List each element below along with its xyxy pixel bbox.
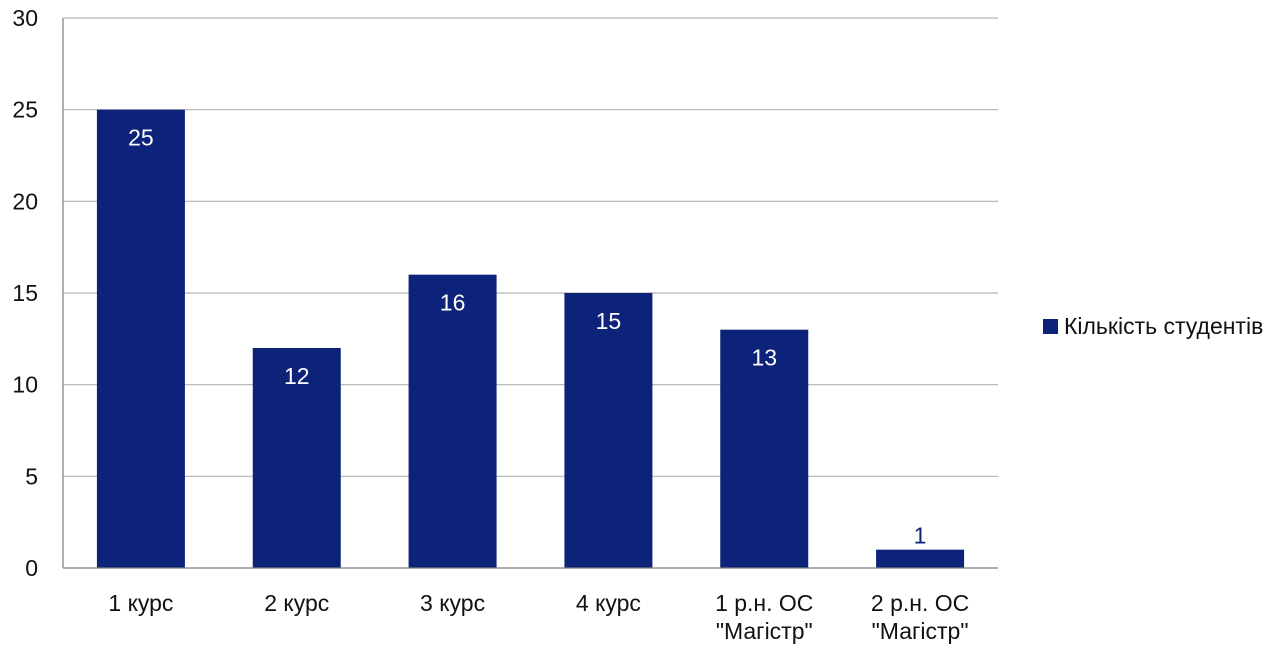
data-labels: 25 12 16 15 13 1 <box>128 125 926 549</box>
bar <box>96 109 185 569</box>
bar <box>720 329 809 568</box>
x-category-label: 1 р.н. ОС "Магістр" <box>715 590 813 644</box>
legend-label: Кількість студентів <box>1064 313 1263 339</box>
x-category-label-line: "Магістр" <box>872 618 969 644</box>
legend: Кількість студентів <box>1043 313 1263 339</box>
x-category-label-line: 3 курс <box>420 590 485 616</box>
y-tick-label: 30 <box>12 5 38 31</box>
bars <box>96 109 965 569</box>
x-category-label: 3 курс <box>420 590 485 616</box>
y-tick-label: 5 <box>25 463 38 489</box>
x-axis-category-labels: 1 курс 2 курс 3 курс 4 курс 1 р.н. ОС "Магіст… <box>108 590 969 644</box>
data-label: 15 <box>596 308 622 334</box>
data-label: 13 <box>751 345 777 371</box>
x-category-label-line: "Магістр" <box>716 618 813 644</box>
x-category-label: 4 курс <box>576 590 641 616</box>
y-axis-tick-labels: 0 5 10 15 20 25 30 <box>12 5 38 581</box>
bar <box>252 348 341 568</box>
y-tick-label: 0 <box>25 555 38 581</box>
y-tick-label: 25 <box>12 97 38 123</box>
data-label: 16 <box>440 290 466 316</box>
x-category-label-line: 4 курс <box>576 590 641 616</box>
y-tick-label: 20 <box>12 188 38 214</box>
x-category-label: 1 курс <box>108 590 173 616</box>
x-category-label-line: 2 курс <box>264 590 329 616</box>
x-category-label-line: 1 р.н. ОС <box>715 590 813 616</box>
x-category-label: 2 курс <box>264 590 329 616</box>
bar <box>876 549 965 568</box>
data-label: 25 <box>128 125 154 151</box>
axes <box>62 18 998 569</box>
legend-swatch <box>1043 319 1058 334</box>
x-category-label-line: 1 курс <box>108 590 173 616</box>
grid-lines <box>63 17 998 477</box>
bar <box>564 293 653 568</box>
data-label: 12 <box>284 363 310 389</box>
bar <box>408 274 497 568</box>
y-tick-label: 10 <box>12 372 38 398</box>
data-label: 1 <box>914 523 927 549</box>
x-category-label: 2 р.н. ОС "Магістр" <box>871 590 969 644</box>
y-tick-label: 15 <box>12 280 38 306</box>
x-category-label-line: 2 р.н. ОС <box>871 590 969 616</box>
